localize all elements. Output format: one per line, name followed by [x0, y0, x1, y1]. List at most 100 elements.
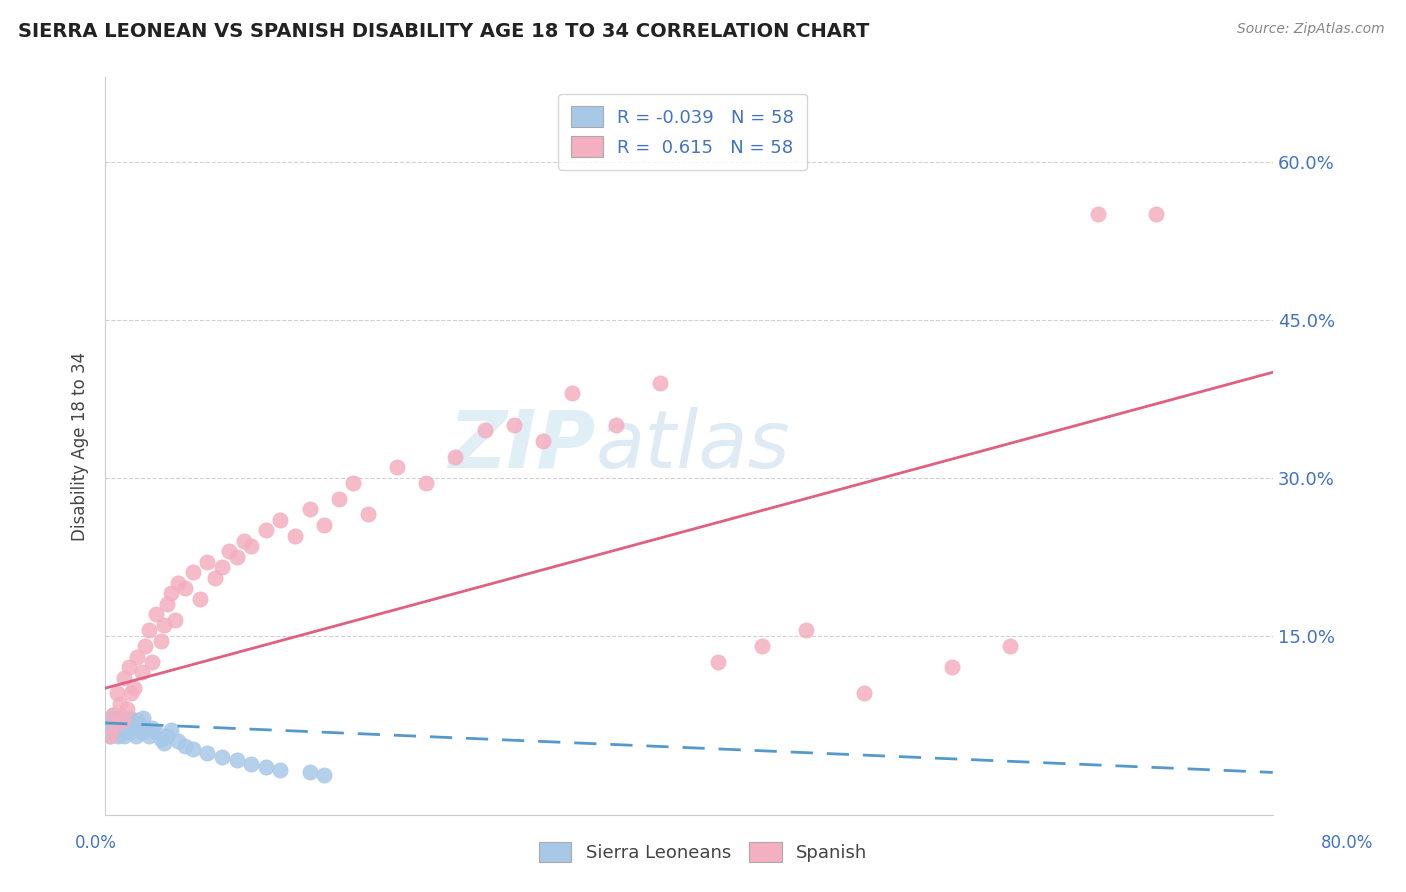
Point — [174, 739, 197, 753]
Point — [131, 725, 153, 739]
Point — [531, 434, 554, 448]
Point — [751, 639, 773, 653]
Point — [998, 639, 1021, 653]
Text: 80.0%: 80.0% — [1320, 834, 1374, 852]
Point — [141, 721, 163, 735]
Point — [103, 721, 125, 735]
Point — [108, 713, 131, 727]
Point — [1087, 207, 1109, 221]
Point — [125, 729, 148, 743]
Point — [284, 528, 307, 542]
Point — [149, 633, 172, 648]
Point — [561, 386, 583, 401]
Point — [181, 742, 204, 756]
Point — [138, 729, 160, 743]
Point — [254, 523, 277, 537]
Point — [941, 660, 963, 674]
Point — [155, 729, 177, 743]
Point — [707, 655, 730, 669]
Point — [131, 665, 153, 680]
Point — [605, 417, 627, 432]
Text: atlas: atlas — [596, 407, 790, 485]
Point — [357, 508, 380, 522]
Point — [114, 718, 136, 732]
Point — [110, 725, 132, 739]
Point — [107, 729, 129, 743]
Point — [104, 725, 127, 739]
Text: 0.0%: 0.0% — [75, 834, 117, 852]
Point — [134, 639, 156, 653]
Point — [100, 725, 122, 739]
Point — [269, 764, 291, 778]
Point — [254, 760, 277, 774]
Point — [117, 660, 139, 674]
Point — [314, 767, 336, 781]
Point — [298, 502, 321, 516]
Point — [853, 686, 876, 700]
Point — [115, 721, 138, 735]
Point — [328, 491, 350, 506]
Point — [474, 423, 496, 437]
Text: ZIP: ZIP — [449, 407, 596, 485]
Point — [124, 714, 146, 729]
Point — [108, 721, 131, 735]
Point — [111, 713, 134, 727]
Point — [1144, 207, 1167, 221]
Point — [110, 718, 132, 732]
Point — [105, 723, 128, 738]
Point — [104, 718, 127, 732]
Point — [127, 649, 149, 664]
Point — [188, 591, 211, 606]
Point — [105, 711, 128, 725]
Point — [204, 571, 226, 585]
Point — [127, 713, 149, 727]
Legend: R = -0.039   N = 58, R =  0.615   N = 58: R = -0.039 N = 58, R = 0.615 N = 58 — [558, 94, 807, 169]
Point — [298, 765, 321, 780]
Point — [232, 533, 254, 548]
Point — [132, 711, 155, 725]
Point — [97, 713, 120, 727]
Point — [152, 618, 174, 632]
Point — [128, 721, 150, 735]
Point — [135, 723, 157, 738]
Point — [101, 707, 124, 722]
Point — [211, 749, 233, 764]
Point — [211, 560, 233, 574]
Point — [149, 731, 172, 746]
Point — [385, 460, 408, 475]
Point — [160, 723, 183, 738]
Point — [121, 718, 143, 732]
Point — [124, 681, 146, 696]
Point — [105, 686, 128, 700]
Point — [225, 549, 247, 564]
Point — [104, 718, 127, 732]
Point — [98, 729, 121, 743]
Point — [98, 729, 121, 743]
Point — [165, 613, 187, 627]
Y-axis label: Disability Age 18 to 34: Disability Age 18 to 34 — [72, 351, 89, 541]
Point — [342, 475, 364, 490]
Point — [225, 753, 247, 767]
Point — [112, 729, 135, 743]
Point — [444, 450, 467, 464]
Point — [115, 702, 138, 716]
Point — [145, 725, 167, 739]
Point — [129, 718, 152, 732]
Point — [107, 714, 129, 729]
Point — [648, 376, 671, 390]
Point — [111, 711, 134, 725]
Point — [415, 475, 437, 490]
Point — [502, 417, 524, 432]
Point — [111, 723, 134, 738]
Point — [155, 597, 177, 611]
Legend: Sierra Leoneans, Spanish: Sierra Leoneans, Spanish — [531, 834, 875, 870]
Point — [98, 711, 121, 725]
Point — [118, 711, 141, 725]
Point — [145, 607, 167, 622]
Point — [112, 671, 135, 685]
Point — [195, 555, 218, 569]
Point — [117, 725, 139, 739]
Point — [108, 697, 131, 711]
Point — [141, 655, 163, 669]
Point — [314, 518, 336, 533]
